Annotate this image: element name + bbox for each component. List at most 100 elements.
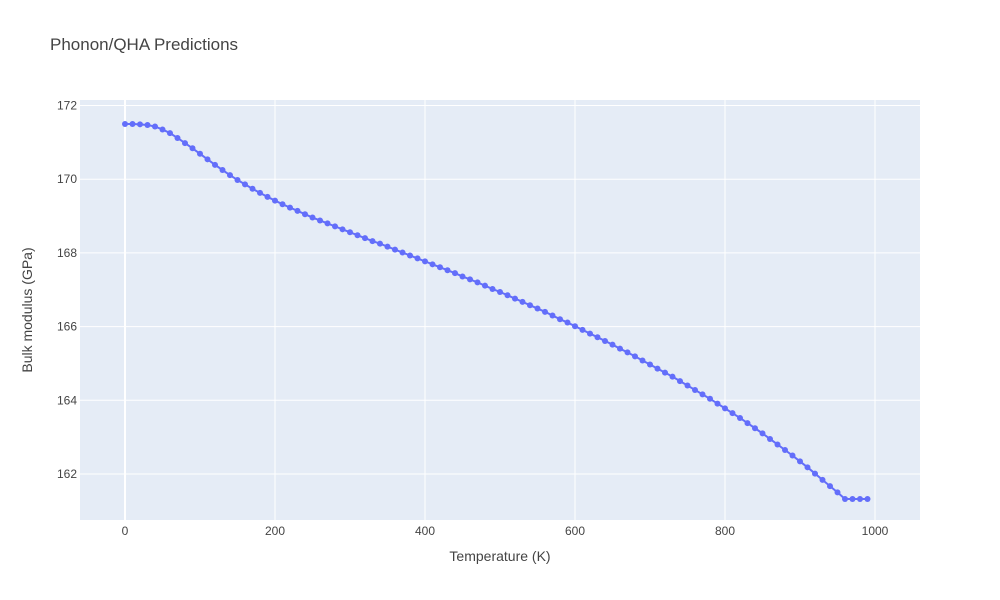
- data-point: [542, 308, 548, 315]
- data-point: [647, 361, 653, 368]
- data-point: [722, 405, 728, 412]
- data-point: [459, 273, 466, 280]
- data-point: [684, 382, 691, 389]
- data-point: [174, 134, 181, 141]
- data-point: [339, 226, 346, 233]
- data-point: [407, 252, 413, 259]
- data-point: [497, 288, 503, 295]
- data-point: [662, 369, 668, 376]
- y-tick-label: 170: [57, 172, 77, 186]
- data-point: [429, 261, 436, 268]
- data-point: [812, 470, 818, 477]
- data-point: [197, 150, 203, 157]
- data-point: [474, 279, 481, 286]
- data-point: [122, 120, 128, 127]
- data-point: [512, 295, 518, 302]
- data-point: [834, 489, 841, 496]
- data-point: [602, 337, 608, 344]
- data-point: [797, 458, 803, 465]
- data-point: [324, 220, 331, 227]
- data-point: [789, 452, 796, 459]
- data-point: [437, 264, 443, 271]
- data-point: [242, 181, 248, 188]
- data-point: [849, 496, 856, 502]
- data-point: [744, 420, 751, 427]
- data-point: [212, 161, 218, 168]
- x-tick-label: 200: [265, 524, 285, 538]
- data-point: [129, 120, 136, 127]
- data-point: [864, 496, 871, 502]
- y-axis-ticks: 162 164 166 168 170 172: [57, 99, 77, 481]
- data-point: [842, 496, 848, 502]
- grid-lines: [80, 100, 920, 520]
- data-point: [782, 447, 788, 453]
- data-point: [714, 400, 721, 407]
- data-point: [392, 246, 398, 253]
- x-tick-label: 400: [415, 524, 435, 538]
- data-point: [692, 386, 698, 393]
- data-point: [384, 243, 391, 250]
- data-point: [617, 345, 623, 352]
- data-point: [752, 425, 758, 432]
- data-point: [272, 197, 278, 204]
- data-point: [159, 126, 166, 133]
- data-point: [857, 496, 863, 502]
- x-axis-title: Temperature (K): [449, 548, 550, 564]
- data-point: [759, 430, 766, 437]
- data-point: [152, 123, 158, 130]
- data-point: [414, 255, 421, 262]
- x-axis-ticks: 0 200 400 600 800 1000: [122, 524, 889, 538]
- data-point: [362, 235, 368, 242]
- x-tick-label: 0: [122, 524, 129, 538]
- y-tick-label: 172: [57, 99, 77, 113]
- data-point: [302, 211, 308, 218]
- data-point: [167, 130, 173, 137]
- y-tick-label: 162: [57, 467, 77, 481]
- y-tick-label: 164: [57, 393, 77, 407]
- data-point: [767, 435, 773, 442]
- y-axis-title: Bulk modulus (GPa): [19, 247, 35, 372]
- data-point: [227, 172, 233, 179]
- data-point: [572, 323, 578, 330]
- data-point: [527, 302, 533, 309]
- data-point: [624, 349, 631, 356]
- x-tick-label: 600: [565, 524, 585, 538]
- data-point: [804, 464, 811, 471]
- data-point: [279, 201, 286, 208]
- data-point: [654, 365, 661, 372]
- data-point: [264, 193, 271, 200]
- data-point: [549, 312, 556, 319]
- data-point: [354, 232, 361, 239]
- data-point: [579, 326, 586, 333]
- data-point: [317, 217, 323, 224]
- x-tick-label: 1000: [862, 524, 889, 538]
- data-point: [482, 282, 488, 289]
- data-point: [137, 121, 143, 128]
- data-point: [249, 185, 256, 192]
- data-point: [587, 330, 593, 337]
- data-point: [639, 357, 646, 364]
- data-point: [729, 410, 736, 417]
- data-point: [369, 238, 376, 245]
- data-point: [489, 286, 496, 292]
- data-point: [737, 414, 743, 421]
- data-point: [707, 395, 713, 402]
- data-point: [257, 189, 263, 196]
- data-point: [422, 258, 428, 265]
- data-point: [332, 223, 338, 230]
- chart-title: Phonon/QHA Predictions: [50, 35, 238, 54]
- data-point: [564, 319, 571, 326]
- data-point: [632, 353, 638, 360]
- data-point: [347, 229, 353, 236]
- data-point: [827, 483, 833, 490]
- data-point: [204, 156, 211, 163]
- data-point: [144, 122, 151, 129]
- x-tick-label: 800: [715, 524, 735, 538]
- data-point: [594, 334, 601, 341]
- data-point: [287, 204, 293, 211]
- data-point: [444, 267, 451, 274]
- data-point: [504, 292, 511, 299]
- data-point: [452, 270, 458, 277]
- data-point: [189, 145, 196, 152]
